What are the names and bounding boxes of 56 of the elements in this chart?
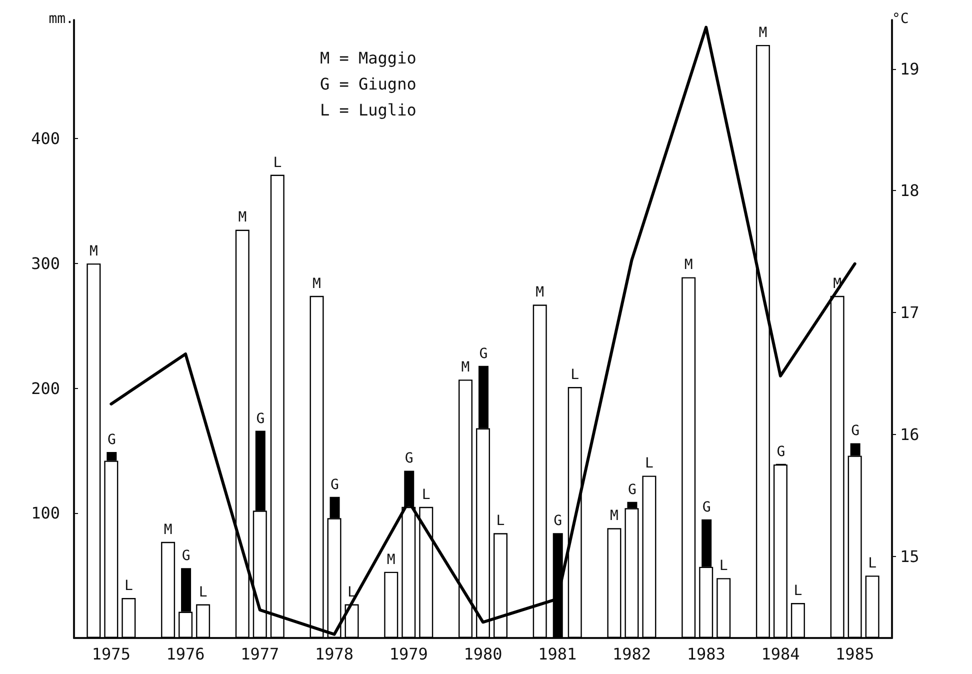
text: L [124, 578, 133, 594]
y-axis-title: mm. [48, 11, 74, 27]
text: M [758, 24, 768, 41]
x-tick-label: 1977 [240, 644, 280, 664]
text: L [868, 556, 877, 572]
x-tick-label: 1983 [686, 644, 726, 664]
annotation: L = Luglio [320, 100, 416, 120]
text: G [107, 432, 116, 448]
series-label: L [719, 558, 728, 574]
text: L [570, 367, 580, 384]
y2-tick-label: 18 [900, 181, 920, 200]
y2-tick-label: 19 [900, 59, 920, 78]
y2-tick-label: 15 [900, 546, 920, 566]
text: G [330, 476, 339, 493]
text: G [628, 482, 636, 498]
text: M [164, 522, 172, 538]
x-tick-label: 1981 [538, 644, 577, 664]
x-tick-label: 1976 [166, 644, 205, 664]
y-tick-label: 400 [31, 129, 60, 148]
series-label: M [386, 552, 396, 568]
text: L [496, 513, 505, 530]
y-tick-label: 100 [31, 504, 60, 523]
text: G [256, 410, 265, 427]
text: M [238, 210, 247, 226]
x-tick-label: 1978 [315, 644, 354, 664]
text: G [851, 423, 860, 440]
y2-tick-label: 16 [900, 424, 920, 444]
text: M [610, 508, 618, 524]
x-tick-label: 1982 [612, 644, 651, 664]
text: M [89, 243, 98, 260]
text: G [479, 346, 488, 362]
x-tick-label: 1984 [761, 644, 800, 664]
x-tick-label: 1979 [389, 644, 428, 664]
text: L [273, 154, 282, 171]
text: G [702, 499, 711, 516]
annotation: G = Giugno [320, 74, 416, 94]
y-tick-label: 300 [31, 254, 60, 273]
text: L [198, 584, 208, 600]
text: G [554, 513, 562, 530]
text: M [461, 360, 470, 376]
y2-tick-label: 17 [900, 303, 920, 322]
text: M [312, 276, 321, 292]
y2-axis-title: °C [892, 11, 909, 27]
text: L [422, 486, 430, 503]
text: M [536, 284, 544, 301]
x-tick-label: 1980 [464, 644, 502, 664]
series-label: G [776, 444, 786, 460]
x-tick-label: 1975 [92, 644, 130, 664]
x-tick-label: 1985 [836, 644, 874, 664]
text: L [645, 456, 654, 472]
annotation: M = Maggio [320, 48, 416, 68]
text: M [684, 257, 693, 274]
y-tick-label: 200 [31, 378, 60, 398]
text: L [794, 583, 802, 600]
text: G [182, 548, 190, 564]
text: G [404, 450, 414, 467]
